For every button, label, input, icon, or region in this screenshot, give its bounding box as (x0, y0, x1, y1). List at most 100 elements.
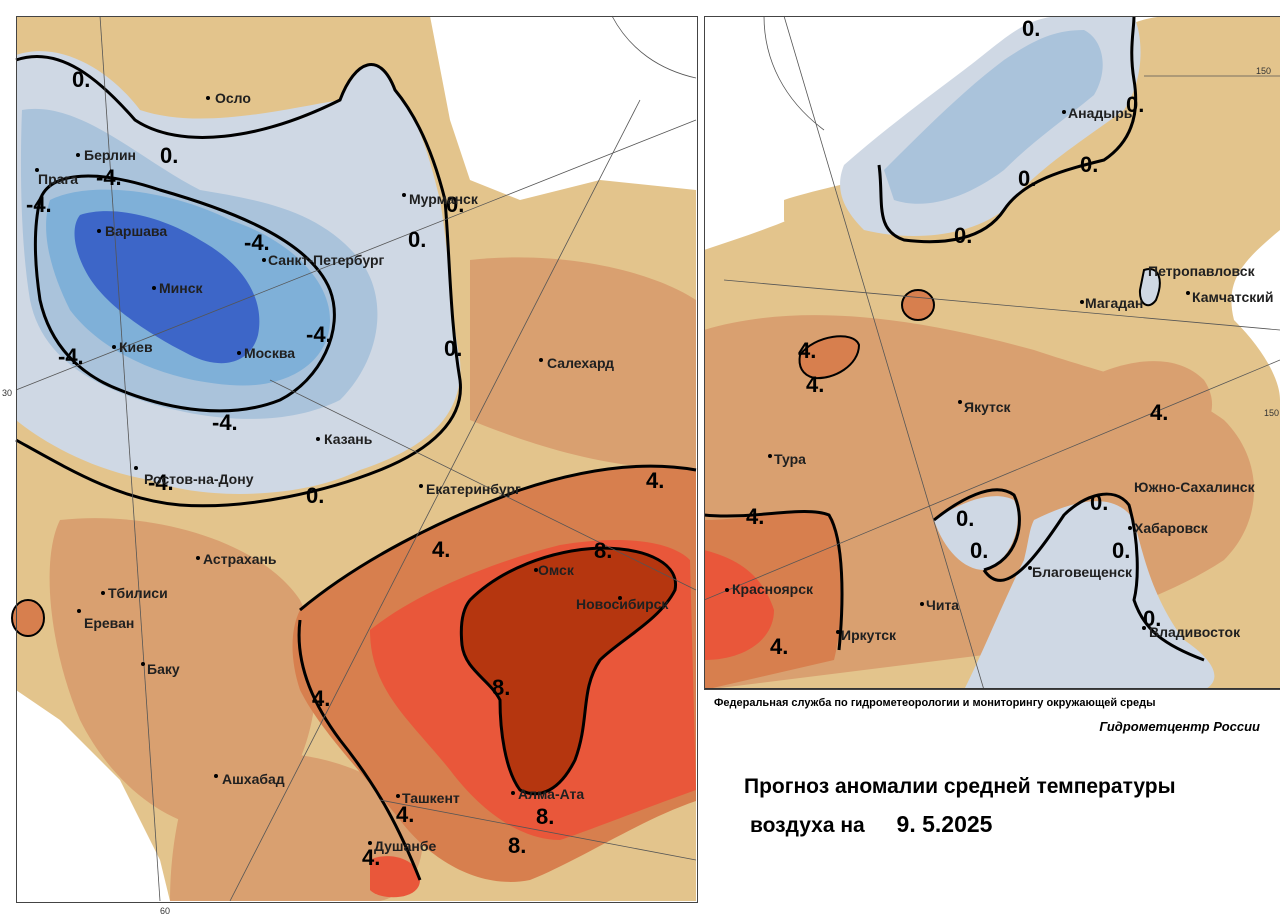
city-novosib: Новосибирск (576, 596, 669, 612)
warm-patch-amur (1084, 361, 1213, 440)
city-kiev: Киев (112, 339, 153, 355)
strong-cold-anomaly-zone (74, 211, 260, 364)
isoline-label: -4. (212, 410, 238, 435)
right-anomaly-map: 0. 0. 0. 0. 0. 0. 0. 0. 0. 4. 4. 4. 4. 4… (704, 0, 1280, 690)
warm-patch-central-asia (170, 752, 423, 901)
latitude-label: 30 (2, 388, 12, 398)
isoline-label: -4. (148, 470, 174, 495)
city-praga: Прага (35, 168, 78, 187)
isoline-label: 4. (806, 372, 824, 397)
isoline-label: 0. (160, 143, 178, 168)
forecast-date: 9. 5.2025 (896, 811, 993, 837)
svg-text:Киев: Киев (119, 339, 153, 355)
isoline-label: 4. (432, 537, 450, 562)
isoline-label: -4. (96, 165, 122, 190)
isoline-label: 8. (492, 675, 510, 700)
warm-spot-yakutia-1 (901, 289, 935, 321)
svg-text:Москва: Москва (244, 345, 295, 361)
svg-text:Прага: Прага (38, 171, 78, 187)
isoline-label: 0. (1080, 152, 1098, 177)
polar-circle-arc (611, 15, 697, 79)
parallel-line-2 (269, 379, 697, 591)
hot-patch-south (370, 856, 420, 898)
warm-spot-west (11, 599, 45, 637)
city-oslo: Осло (206, 90, 251, 106)
isoline-label: -4. (58, 344, 84, 369)
right-cool-patch-1 (934, 496, 1018, 570)
center-name: Гидрометцентр России (1099, 719, 1260, 734)
city-baku: Баку (141, 661, 180, 677)
isoline-label: 4. (770, 634, 788, 659)
svg-text:Тбилиси: Тбилиси (108, 585, 168, 601)
isoline-plus4-krasnoyarsk (704, 509, 844, 651)
warm-patch-east (470, 257, 696, 470)
isoline-label: -4. (244, 230, 270, 255)
forecast-subtitle: воздуха на 9. 5.2025 (750, 811, 992, 838)
isoline-label: 0. (1018, 166, 1036, 191)
svg-text:Осло: Осло (215, 90, 251, 106)
right-cold-zone (884, 30, 1103, 204)
svg-text:Владивосток: Владивосток (1149, 624, 1241, 640)
parallel-line-1 (15, 119, 697, 391)
city-anadyr: Анадырь (1062, 105, 1133, 121)
isoline-minus4 (34, 174, 336, 413)
city-irkutsk: Иркутск (836, 627, 897, 643)
isoline-label: 0. (446, 192, 464, 217)
parallel-line-3 (379, 799, 697, 861)
longitude-label: 150 (1264, 408, 1279, 418)
arctic-sea (430, 16, 696, 200)
left-map-panel: 0. 0. 0. 0. 0. 0. -4. -4. -4. -4. -4. -4… (2, 15, 697, 916)
isoline-label: 8. (508, 833, 526, 858)
city-tura: Тура (768, 451, 806, 467)
city-rostov: Ростов-на-Дону (134, 466, 254, 487)
city-salehard: Салехард (539, 355, 614, 371)
city-minsk: Минск (152, 280, 204, 296)
isoline-plus4-west (297, 619, 422, 881)
isoline-zero-west (15, 54, 462, 508)
meridian-line-1 (99, 15, 161, 902)
right-parallel-1 (723, 279, 1280, 331)
southwest-white-area (16, 690, 170, 901)
svg-text:Санкт-Петербург: Санкт-Петербург (268, 252, 385, 268)
svg-text:Анадырь: Анадырь (1068, 105, 1133, 121)
svg-text:Тура: Тура (774, 451, 806, 467)
svg-text:Магадан: Магадан (1085, 295, 1143, 311)
svg-text:Салехард: Салехард (547, 355, 614, 371)
city-berlin: Берлин (76, 147, 136, 163)
city-habarovsk: Хабаровск (1128, 520, 1209, 536)
warm-spot-yakutia-2 (798, 335, 861, 380)
longitude-label: 150 (1256, 66, 1271, 76)
right-polar-arc (763, 15, 825, 131)
isoline-label: 0. (1143, 606, 1161, 631)
isoline-label: 0. (954, 223, 972, 248)
city-chita: Чита (920, 597, 959, 613)
svg-text:Новосибирск: Новосибирск (576, 596, 669, 612)
very-hot-anomaly-zone (461, 548, 676, 794)
city-vladivostok: Владивосток (1142, 624, 1241, 640)
isoline-label: 0. (444, 336, 462, 361)
city-krasnoyarsk: Красноярск (725, 581, 814, 597)
svg-text:Ташкент: Ташкент (402, 790, 460, 806)
city-tashkent: Ташкент (396, 790, 460, 806)
svg-text:Якутск: Якутск (964, 399, 1011, 415)
city-tbilisi: Тбилиси (101, 585, 168, 601)
city-sahalinsk: Южно-Сахалинск (1134, 479, 1256, 495)
city-moskva: Москва (237, 345, 295, 361)
isoline-label: 8. (594, 538, 612, 563)
isoline-label: 0. (970, 538, 988, 563)
svg-text:Чита: Чита (926, 597, 959, 613)
city-dushanbe: Душанбе (368, 838, 436, 854)
svg-text:Камчатский: Камчатский (1192, 289, 1273, 305)
panel-divider (700, 0, 704, 921)
isoline-label: 0. (1126, 92, 1144, 117)
svg-text:Благовещенск: Благовещенск (1032, 564, 1133, 580)
svg-text:Берлин: Берлин (84, 147, 136, 163)
isoline-label: 8. (536, 804, 554, 829)
city-ashhabad: Ашхабад (214, 771, 285, 787)
svg-text:Варшава: Варшава (105, 223, 167, 239)
svg-text:Минск: Минск (159, 280, 204, 296)
isoline-label: 0. (1112, 538, 1130, 563)
svg-text:Ростов-на-Дону: Ростов-на-Дону (144, 471, 254, 487)
isoline-zero-amur-2 (982, 492, 1205, 662)
meridian-line-2 (229, 99, 641, 902)
